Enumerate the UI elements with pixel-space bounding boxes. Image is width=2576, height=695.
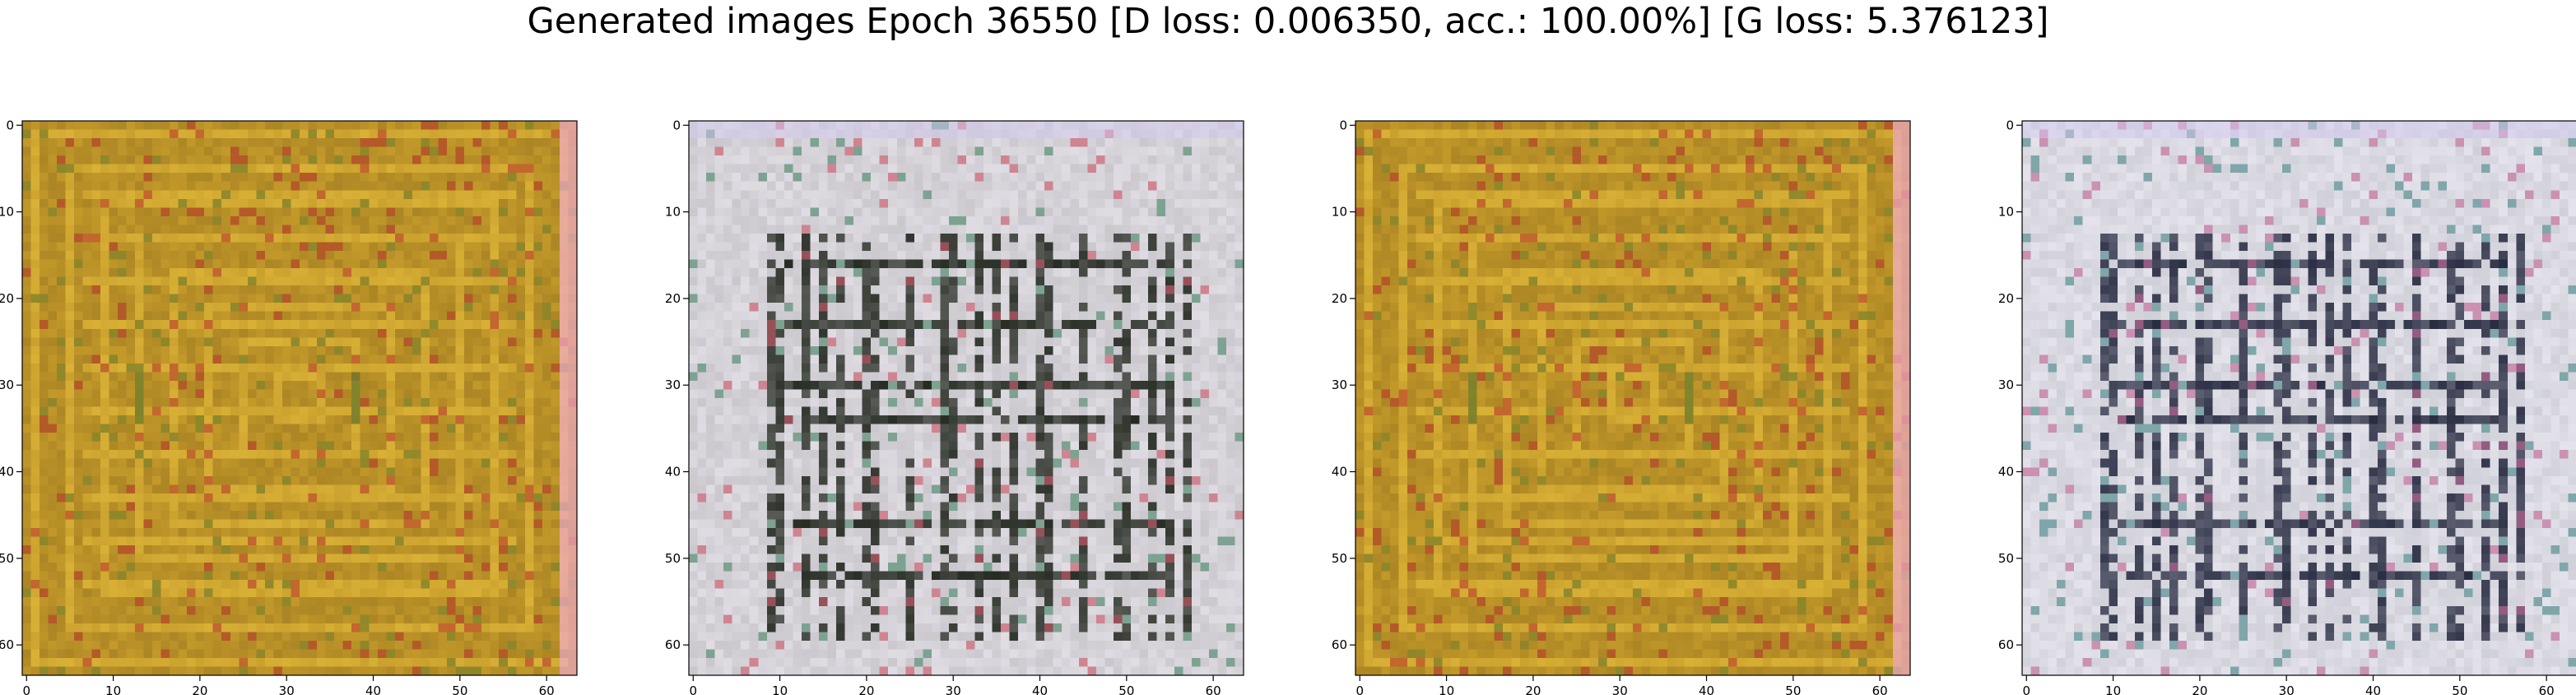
y-tick-label: 40: [0, 465, 14, 480]
x-tick-label: 10: [2105, 683, 2121, 695]
x-tick-label: 0: [2022, 683, 2030, 695]
y-tick-label: 0: [2006, 118, 2014, 132]
x-tick-label: 30: [279, 683, 295, 695]
y-tick-label: 60: [1332, 637, 1347, 652]
y-tick-label: 30: [665, 378, 681, 392]
figure-suptitle: Generated images Epoch 36550 [D loss: 0.…: [527, 1, 2049, 42]
x-tick-label: 30: [1612, 683, 1628, 695]
x-tick-label: 60: [1872, 683, 1888, 695]
x-tick-label: 10: [772, 683, 788, 695]
x-tick-label: 10: [1439, 683, 1454, 695]
y-tick-label: 40: [1332, 465, 1347, 480]
y-tick-label: 30: [1332, 378, 1347, 392]
x-tick-label: 40: [1032, 683, 1048, 695]
x-tick-label: 10: [105, 683, 121, 695]
x-tick-label: 60: [1206, 683, 1221, 695]
y-tick-label: 10: [0, 205, 14, 220]
y-tick-label: 20: [1332, 291, 1347, 306]
y-tick-label: 10: [1998, 205, 2014, 220]
x-tick-label: 50: [2452, 683, 2467, 695]
y-tick-label: 50: [1332, 551, 1347, 566]
image-panel-4: 0 10 20 30 40 50 60 0 10 20 30 40 50 60: [1998, 118, 2576, 695]
y-tick-label: 30: [0, 378, 14, 392]
y-tick-label: 20: [1998, 291, 2014, 306]
x-tick-label: 60: [2539, 683, 2555, 695]
x-tick-label: 40: [1699, 683, 1714, 695]
y-tick-label: 0: [672, 118, 681, 132]
axes-frame: [21, 120, 578, 676]
x-tick-label: 20: [858, 683, 874, 695]
y-tick-label: 50: [0, 551, 14, 566]
y-tick-label: 50: [1998, 551, 2014, 566]
y-tick-label: 20: [665, 291, 681, 306]
generated-image-2: [689, 121, 1244, 675]
y-tick-label: 40: [1998, 465, 2014, 480]
axes-frame: [688, 120, 1244, 676]
image-panel-1: 0 10 20 30 40 50 60 0 10 20 30 40 50 60: [0, 118, 578, 695]
generated-image-1: [22, 121, 577, 675]
x-tick-label: 0: [689, 683, 697, 695]
y-tick-label: 60: [0, 637, 14, 652]
y-tick-label: 20: [0, 291, 14, 306]
y-tick-label: 40: [665, 465, 681, 480]
x-tick-label: 30: [946, 683, 961, 695]
x-tick-label: 50: [452, 683, 467, 695]
x-tick-label: 0: [1355, 683, 1364, 695]
generated-image-4: [2022, 121, 2576, 675]
y-tick-label: 10: [665, 205, 681, 220]
x-tick-label: 0: [22, 683, 30, 695]
axes-frame: [1355, 120, 1911, 676]
x-tick-label: 50: [1785, 683, 1801, 695]
y-tick-label: 0: [1339, 118, 1347, 132]
generated-image-3: [1355, 121, 1910, 675]
y-tick-label: 50: [665, 551, 681, 566]
image-panel-2: 0 10 20 30 40 50 60 0 10 20 30 40 50 60: [665, 118, 1244, 695]
axes-frame: [2021, 120, 2576, 676]
x-tick-label: 50: [1118, 683, 1134, 695]
y-tick-label: 10: [1332, 205, 1347, 220]
x-tick-label: 30: [2279, 683, 2295, 695]
x-tick-label: 40: [365, 683, 381, 695]
x-tick-label: 20: [192, 683, 207, 695]
image-panel-3: 0 10 20 30 40 50 60 0 10 20 30 40 50 60: [1332, 118, 1911, 695]
x-tick-label: 20: [1525, 683, 1541, 695]
x-tick-label: 20: [2192, 683, 2207, 695]
x-tick-label: 40: [2365, 683, 2381, 695]
x-tick-label: 60: [539, 683, 555, 695]
y-tick-label: 60: [665, 637, 681, 652]
y-tick-label: 60: [1998, 637, 2014, 652]
y-tick-label: 0: [6, 118, 14, 132]
y-tick-label: 30: [1998, 378, 2014, 392]
